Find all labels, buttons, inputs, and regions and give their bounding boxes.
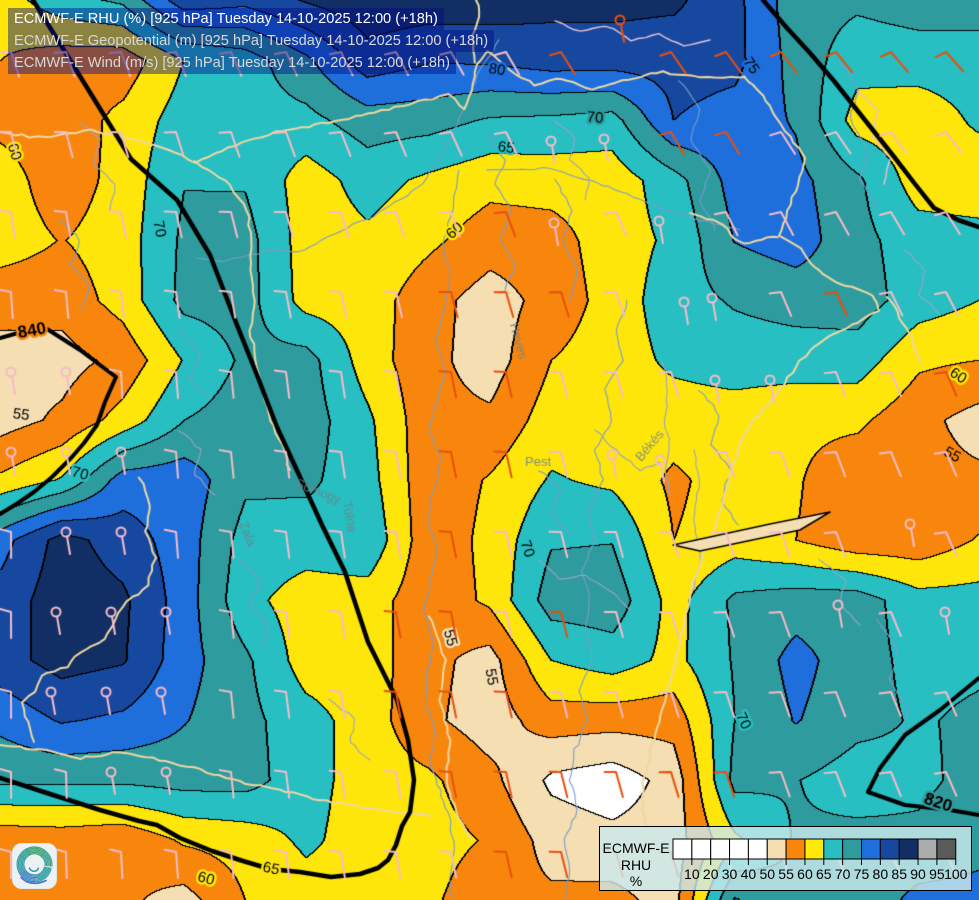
svg-text:10: 10 bbox=[684, 866, 700, 882]
svg-text:55: 55 bbox=[778, 866, 794, 882]
svg-text:95: 95 bbox=[929, 866, 945, 882]
svg-text:30: 30 bbox=[722, 866, 738, 882]
svg-text:RHU: RHU bbox=[621, 857, 651, 873]
svg-text:90: 90 bbox=[910, 866, 926, 882]
svg-text:50: 50 bbox=[759, 866, 775, 882]
svg-text:70: 70 bbox=[835, 866, 851, 882]
svg-text:75: 75 bbox=[854, 866, 870, 882]
svg-text:85: 85 bbox=[891, 866, 907, 882]
svg-text:65: 65 bbox=[816, 866, 832, 882]
svg-text:40: 40 bbox=[741, 866, 757, 882]
svg-text:60: 60 bbox=[797, 866, 813, 882]
svg-text:%: % bbox=[630, 873, 642, 889]
svg-text:100: 100 bbox=[944, 866, 968, 882]
svg-text:ECMWF-E: ECMWF-E bbox=[603, 840, 670, 856]
svg-text:20: 20 bbox=[703, 866, 719, 882]
svg-text:80: 80 bbox=[873, 866, 889, 882]
